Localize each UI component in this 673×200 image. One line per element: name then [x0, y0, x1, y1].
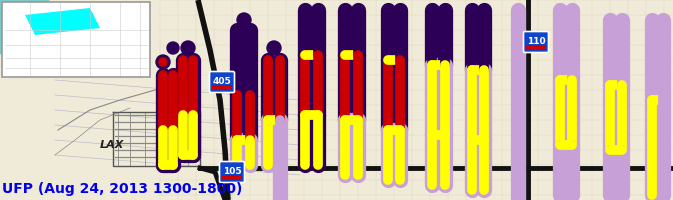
Circle shape: [240, 16, 248, 24]
Circle shape: [169, 44, 177, 52]
Circle shape: [181, 41, 195, 55]
Text: UFP (Aug 24, 2013 1300-1800): UFP (Aug 24, 2013 1300-1800): [2, 182, 242, 196]
Circle shape: [184, 44, 192, 52]
Text: 110: 110: [527, 36, 545, 46]
Text: 405: 405: [213, 76, 232, 86]
FancyBboxPatch shape: [209, 72, 234, 92]
Bar: [222, 175, 242, 180]
Circle shape: [156, 55, 170, 69]
Bar: [526, 45, 546, 50]
Circle shape: [237, 13, 251, 27]
Bar: [2, 2, 150, 77]
Circle shape: [267, 41, 281, 55]
Text: LAX: LAX: [100, 140, 125, 150]
Circle shape: [270, 44, 278, 52]
Circle shape: [159, 58, 167, 66]
Circle shape: [167, 42, 179, 54]
FancyBboxPatch shape: [524, 31, 548, 52]
Text: 105: 105: [223, 166, 242, 176]
Polygon shape: [0, 0, 50, 200]
FancyBboxPatch shape: [219, 162, 244, 182]
Bar: [212, 85, 232, 90]
Polygon shape: [25, 8, 100, 35]
